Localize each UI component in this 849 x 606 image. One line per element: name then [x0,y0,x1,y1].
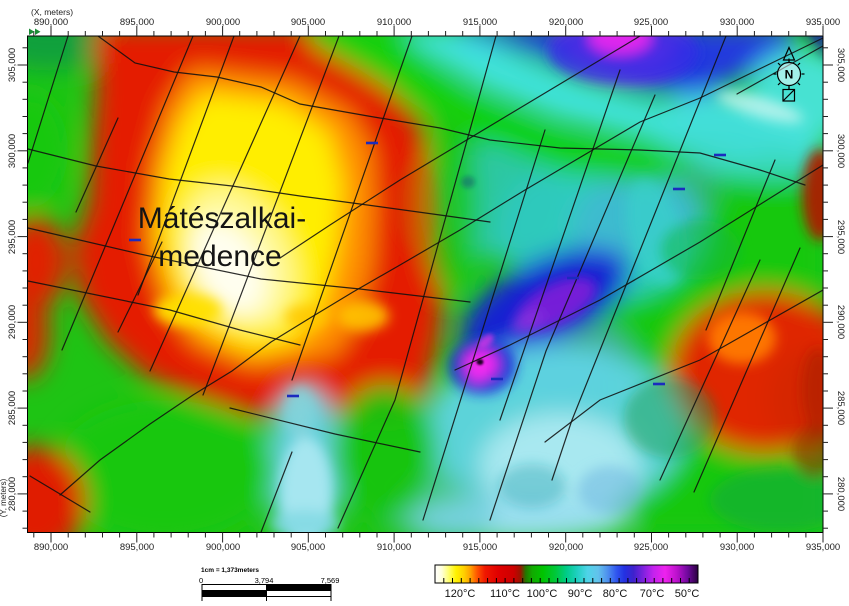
svg-text:935,000: 935,000 [806,17,840,28]
svg-text:280,000: 280,000 [835,477,846,511]
svg-text:300,000: 300,000 [7,134,18,168]
svg-text:900,000: 900,000 [206,542,240,553]
svg-text:120°C: 120°C [445,588,476,600]
svg-text:290,000: 290,000 [7,305,18,339]
svg-text:(X, meters): (X, meters) [31,7,73,17]
svg-text:900,000: 900,000 [206,17,240,28]
svg-text:920,000: 920,000 [549,17,583,28]
svg-text:(Y, meters): (Y, meters) [0,478,8,517]
svg-text:1cm = 1,373meters: 1cm = 1,373meters [201,567,259,574]
svg-text:905,000: 905,000 [291,17,325,28]
svg-text:910,000: 910,000 [377,542,411,553]
svg-text:285,000: 285,000 [835,391,846,425]
svg-text:7,569: 7,569 [321,576,340,585]
svg-text:295,000: 295,000 [7,220,18,254]
svg-text:905,000: 905,000 [291,542,325,553]
svg-text:935,000: 935,000 [806,542,840,553]
svg-text:90°C: 90°C [568,588,593,600]
svg-text:930,000: 930,000 [720,542,754,553]
svg-text:80°C: 80°C [603,588,628,600]
svg-text:Mátészalkai-: Mátészalkai- [138,202,306,235]
svg-text:305,000: 305,000 [7,48,18,82]
svg-text:100°C: 100°C [527,588,558,600]
svg-text:3,794: 3,794 [255,576,274,585]
svg-text:285,000: 285,000 [7,391,18,425]
svg-text:890,000: 890,000 [34,17,68,28]
svg-text:895,000: 895,000 [120,542,154,553]
svg-text:915,000: 915,000 [463,542,497,553]
svg-text:300,000: 300,000 [835,134,846,168]
svg-text:925,000: 925,000 [634,17,668,28]
svg-text:110°C: 110°C [490,588,520,600]
svg-text:930,000: 930,000 [720,17,754,28]
svg-text:280,000: 280,000 [7,477,18,511]
svg-text:925,000: 925,000 [634,542,668,553]
svg-text:50°C: 50°C [675,588,700,600]
svg-text:895,000: 895,000 [120,17,154,28]
svg-text:N: N [785,68,794,82]
svg-text:medence: medence [158,240,281,273]
svg-text:910,000: 910,000 [377,17,411,28]
svg-text:70°C: 70°C [640,588,665,600]
svg-text:920,000: 920,000 [549,542,583,553]
svg-text:305,000: 305,000 [835,48,846,82]
svg-text:890,000: 890,000 [34,542,68,553]
svg-text:295,000: 295,000 [835,220,846,254]
svg-text:290,000: 290,000 [835,305,846,339]
svg-text:0: 0 [199,576,203,585]
svg-text:915,000: 915,000 [463,17,497,28]
